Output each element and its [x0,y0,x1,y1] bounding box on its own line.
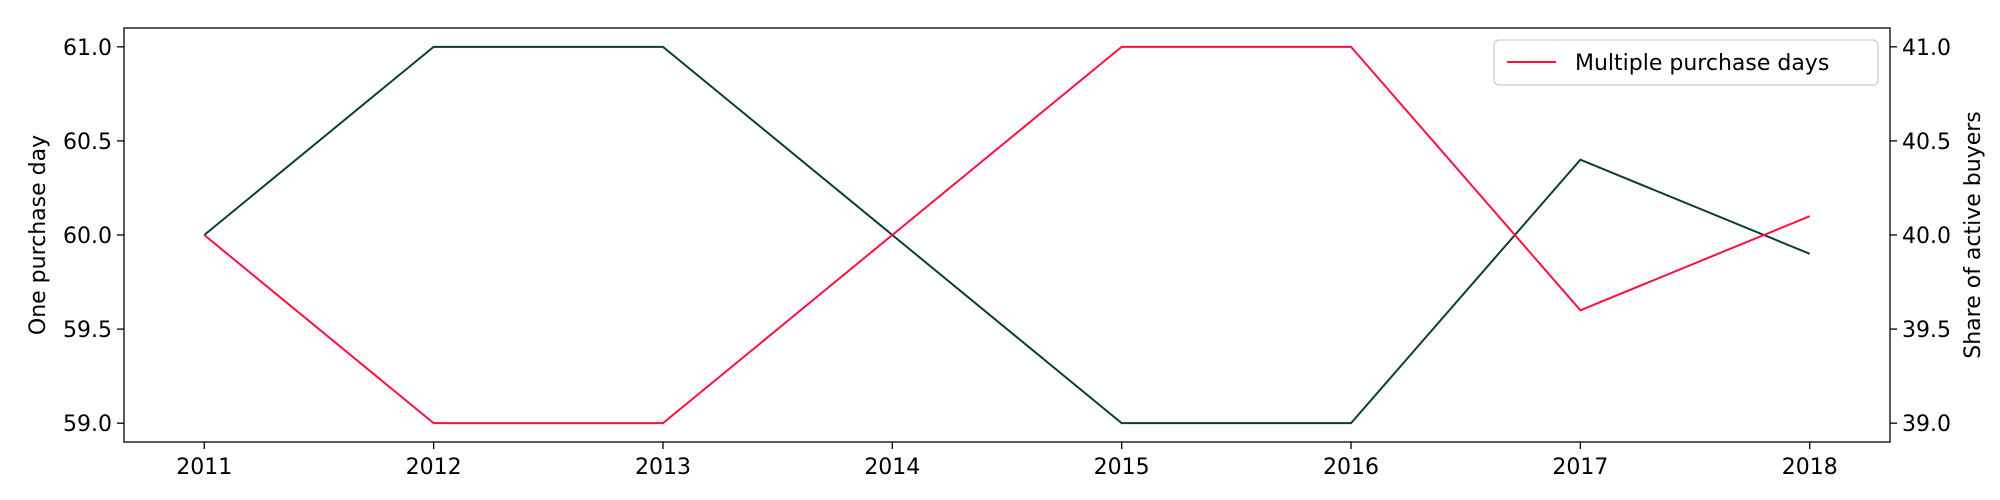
right-tick-label: 41.0 [1902,36,1951,61]
series-line-multiple-purchase-days [203,45,1811,425]
series-line-one-purchase-day [203,45,1811,425]
legend-label: Multiple purchase days [1575,51,1829,76]
right-tick-label: 39.0 [1902,412,1951,437]
left-tick-label: 61.0 [63,36,112,61]
x-tick-label: 2012 [406,455,462,480]
right-axis-title: Share of active buyers [1961,111,1986,359]
left-tick-label: 59.0 [63,412,112,437]
left-axis-ticks: 59.0 59.5 60.0 60.5 61.0 [63,36,124,437]
legend-box [1493,39,1879,86]
left-tick-label: 60.0 [63,224,112,249]
x-tick-label: 2011 [176,455,232,480]
x-tick-label: 2017 [1552,455,1608,480]
x-tick-label: 2016 [1323,455,1379,480]
plot-frame [123,27,1891,443]
left-axis-title: One purchase day [26,135,51,335]
x-axis-ticks: 2011 2012 2013 2014 2015 2016 2017 2018 [176,442,1838,480]
legend: Multiple purchase days [1493,39,1879,86]
series-lines [203,45,1811,425]
x-tick-label: 2015 [1094,455,1150,480]
right-tick-label: 39.5 [1902,318,1951,343]
right-tick-label: 40.5 [1902,130,1951,155]
right-tick-label: 40.0 [1902,224,1951,249]
x-tick-label: 2018 [1782,455,1838,480]
left-tick-label: 60.5 [63,130,112,155]
x-tick-label: 2014 [864,455,920,480]
right-axis-ticks: 39.0 39.5 40.0 40.5 41.0 [1890,36,1951,437]
x-tick-label: 2013 [635,455,691,480]
left-tick-label: 59.5 [63,318,112,343]
